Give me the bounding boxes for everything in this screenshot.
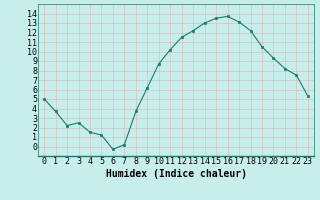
X-axis label: Humidex (Indice chaleur): Humidex (Indice chaleur) <box>106 169 246 179</box>
